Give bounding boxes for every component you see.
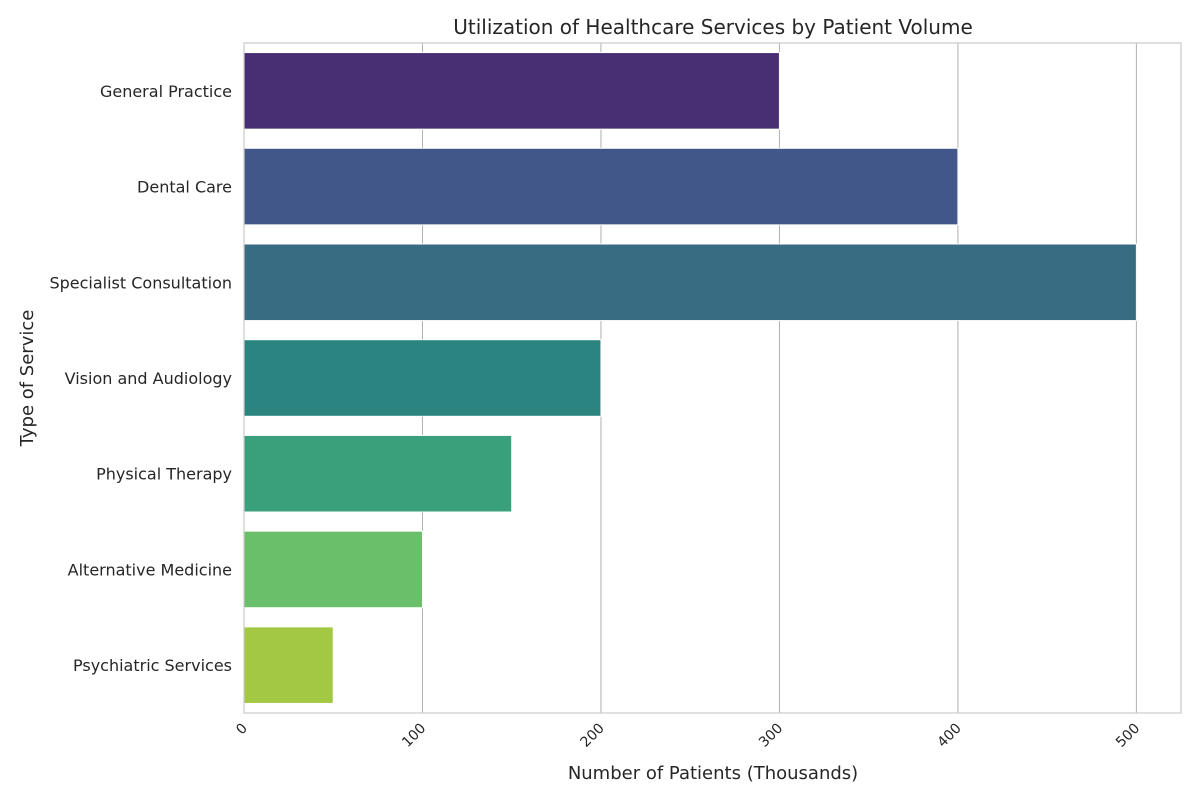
- y-tick-label: Specialist Consultation: [49, 273, 232, 292]
- x-tick-label: 400: [935, 721, 965, 751]
- y-tick-label: Physical Therapy: [96, 465, 232, 484]
- y-tick-labels: General Practice Dental Care Specialist Co…: [49, 82, 232, 675]
- bar: [243, 626, 334, 704]
- bar: [243, 530, 423, 609]
- y-tick-label: Psychiatric Services: [73, 656, 232, 675]
- bar: [243, 147, 959, 226]
- x-tick-label: 0: [233, 721, 251, 739]
- x-tick-label: 500: [1113, 721, 1143, 751]
- x-tick-labels: 0 100 200 300 400 500: [233, 721, 1143, 751]
- y-tick-label: Alternative Medicine: [68, 560, 232, 579]
- x-axis-label: Number of Patients (Thousands): [568, 763, 858, 784]
- plot-frame: [243, 42, 1182, 714]
- bar: [243, 434, 513, 513]
- bar: [243, 52, 780, 130]
- x-tick-label: 100: [399, 721, 429, 751]
- x-tick-label: 300: [756, 721, 786, 751]
- y-tick-label: Vision and Audiology: [65, 369, 232, 388]
- chart-title: Utilization of Healthcare Services by Pa…: [453, 15, 973, 39]
- x-tick-label: 200: [578, 721, 608, 751]
- bar: [243, 243, 1137, 322]
- y-tick-label: General Practice: [100, 82, 232, 101]
- bar: [243, 339, 602, 417]
- bar-layer: [243, 52, 1137, 704]
- y-tick-label: Dental Care: [137, 178, 232, 197]
- y-axis-label: Type of Service: [17, 310, 38, 448]
